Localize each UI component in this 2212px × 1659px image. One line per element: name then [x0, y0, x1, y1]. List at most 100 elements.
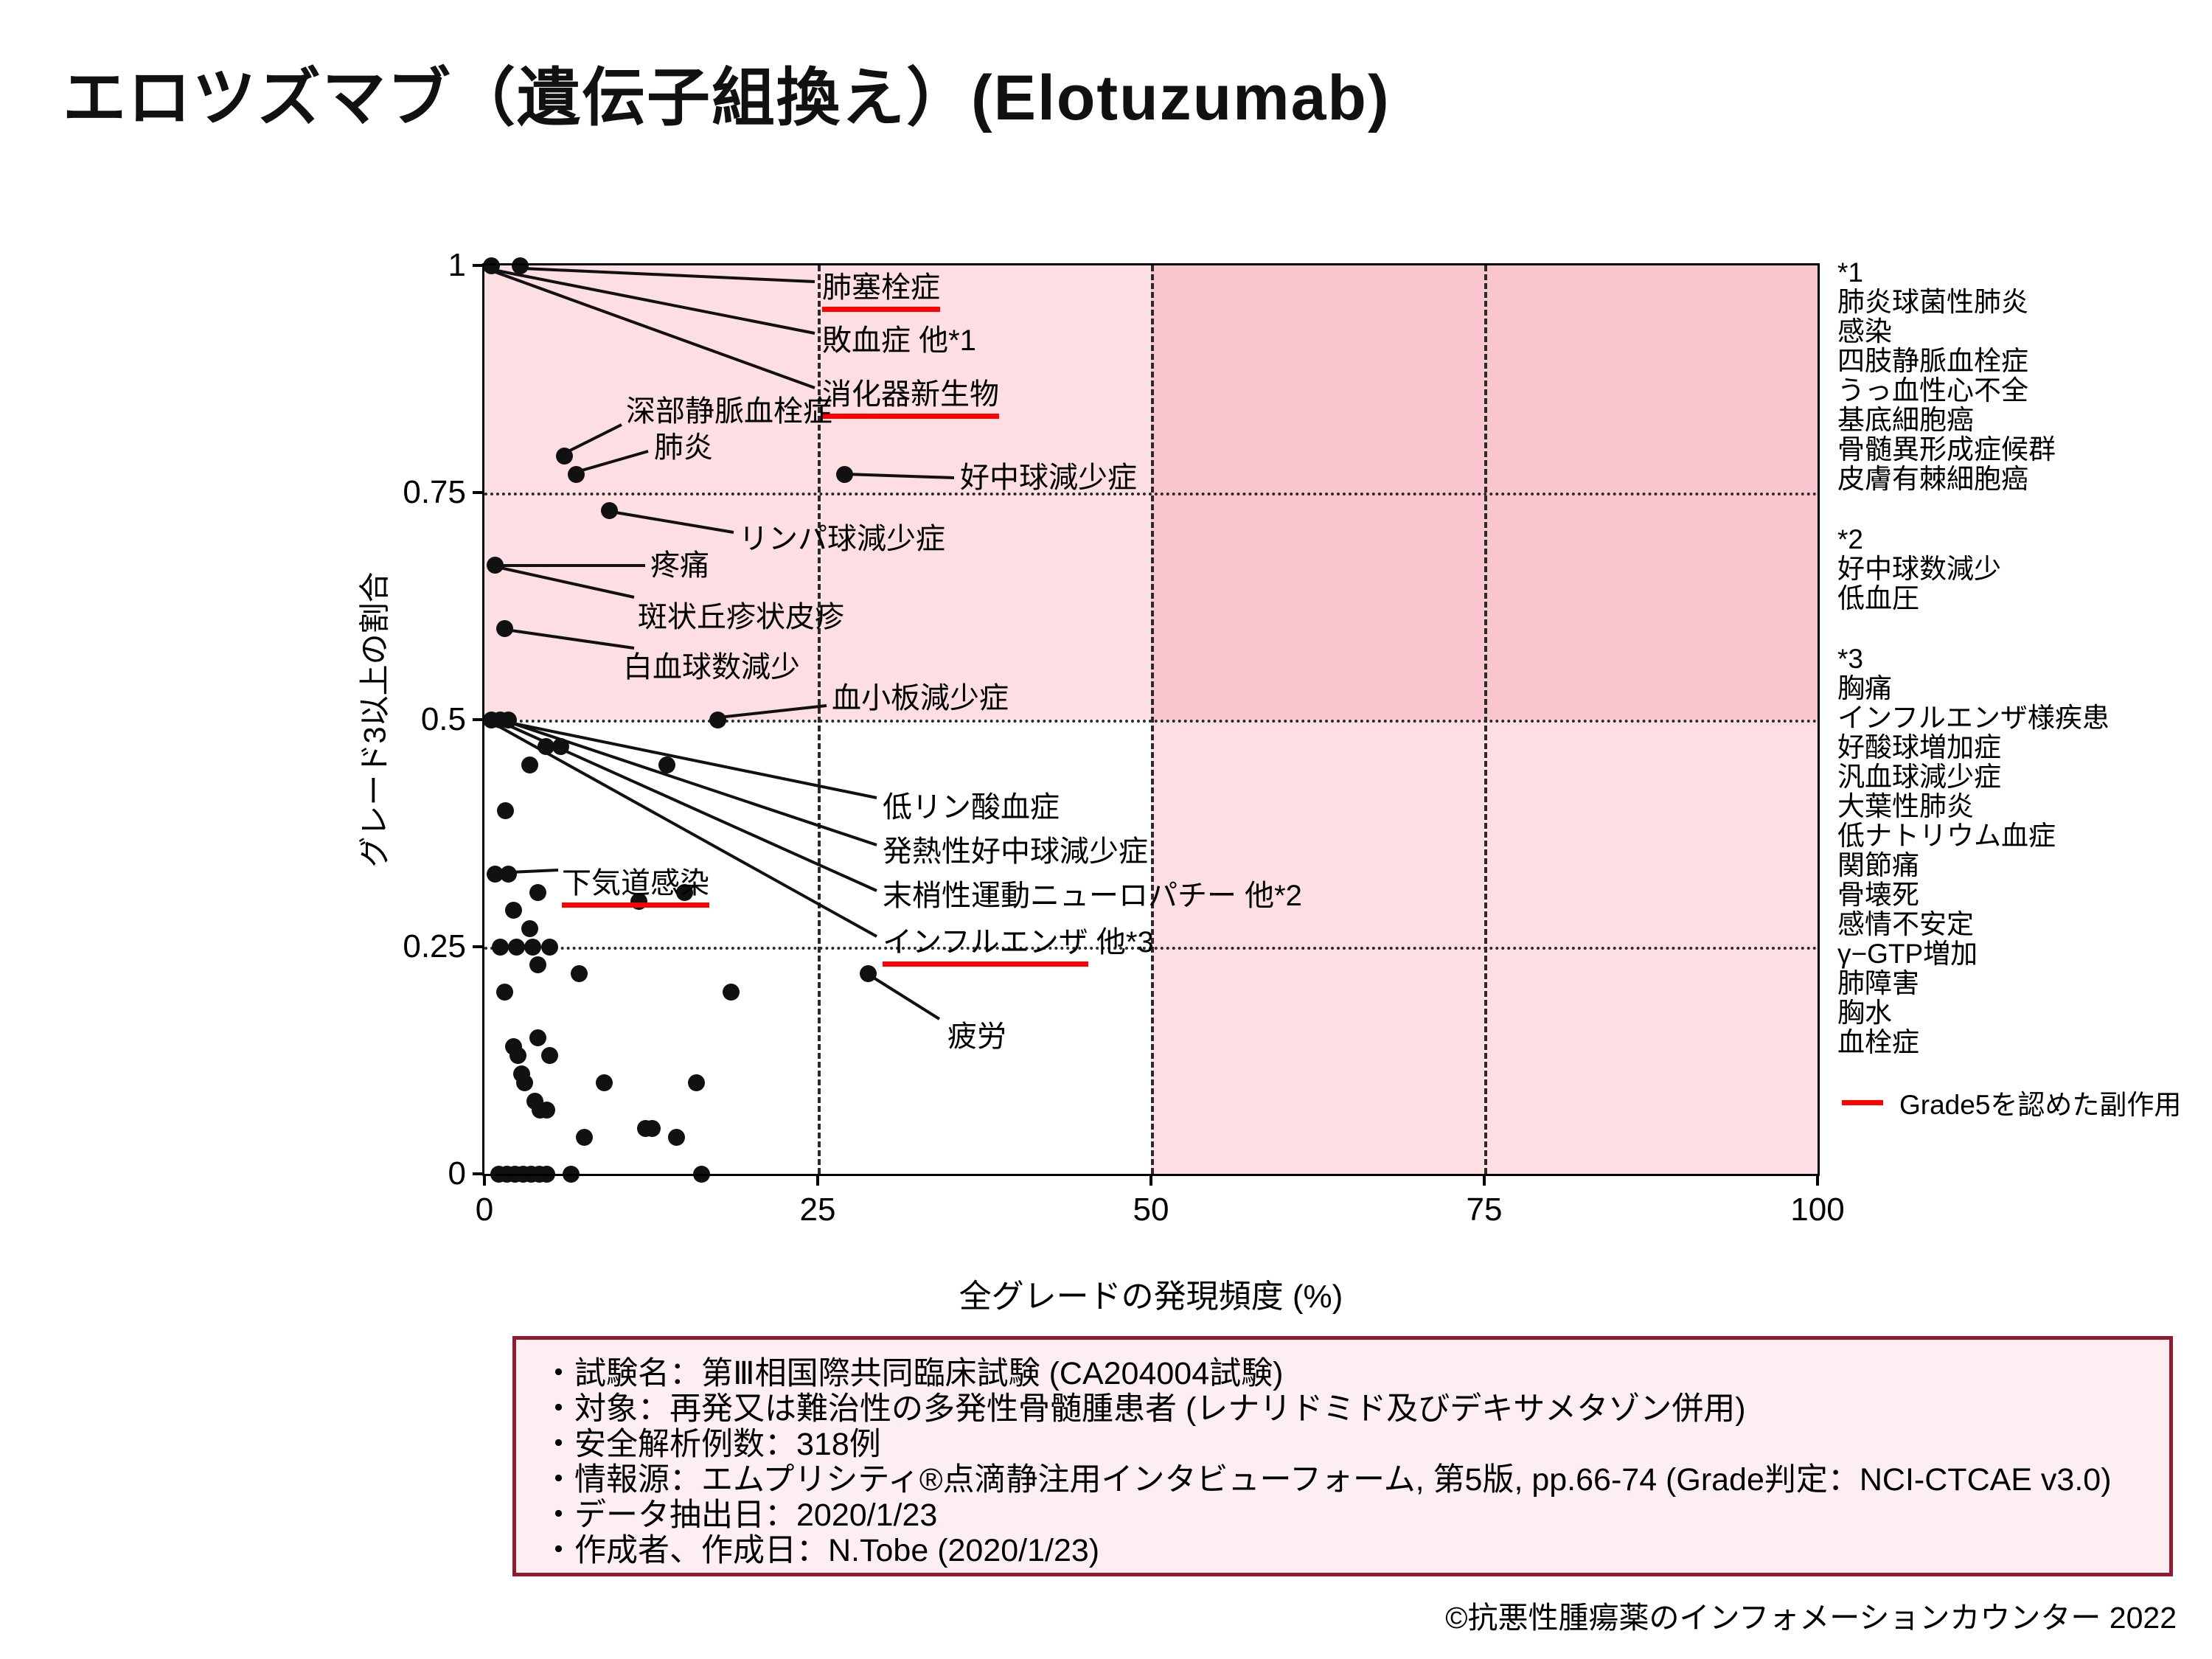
trial-info-line: ・対象：再発又は難治性の多発性骨髄腫患者 (レナリドミド及びデキサメタゾン併用): [543, 1391, 1746, 1427]
footnote-item: 血栓症: [1837, 1027, 1919, 1057]
data-point: [492, 938, 509, 956]
data-point: [537, 738, 554, 756]
data-point: [541, 1047, 559, 1065]
callout-line: [501, 720, 877, 799]
annotation-text: リンパ球減少症: [739, 523, 945, 555]
callout-line: [522, 267, 815, 283]
page-title: エロツズマブ（遺伝子組換え）(Elotuzumab): [63, 63, 1391, 133]
data-point: [675, 883, 693, 901]
data-point: [486, 557, 504, 574]
footnote-item: 骨壊死: [1837, 880, 1919, 910]
data-point: [658, 757, 676, 774]
annotation-text: 発熱性好中球減少症: [883, 835, 1148, 868]
footnote-item: 関節痛: [1837, 850, 1919, 880]
data-point: [687, 1074, 705, 1092]
x-axis-tick-label: 100: [1790, 1192, 1845, 1228]
footnote-item: 胸水: [1837, 998, 1892, 1028]
footnote-block: *3 胸痛 インフルエンザ様疾患 好酸球増加症 汎血球減少症 大葉性肺炎 低ナトリウム血症関…: [1837, 644, 2191, 1057]
trial-info-line: ・情報源：エムプリシティ®点滴静注用インタビューフォーム, 第5版, pp.66…: [543, 1462, 2112, 1498]
trial-info-line: ・作成者、作成日：N.Tobe (2020/1/23): [543, 1533, 1100, 1568]
callout-line: [576, 450, 649, 473]
footnote-item: 基底細胞癌: [1837, 405, 1974, 435]
callout-line: [869, 974, 941, 1020]
trial-info-line: ・データ抽出日：2020/1/23: [543, 1498, 938, 1533]
trial-info-line: ・安全解析例数：318例: [543, 1427, 881, 1462]
data-point: [601, 502, 619, 520]
footnote-block: *2 好中球数減少 低血圧: [1837, 525, 2191, 613]
data-point: [568, 465, 585, 483]
y-axis-title: グレード3以上の割合: [357, 571, 392, 868]
annotation-label: 好中球減少症: [960, 461, 1137, 495]
footnote-item: 好酸球増加症: [1837, 732, 2001, 762]
footnote-item: 骨髄異形成症候群: [1837, 434, 2056, 465]
legend-label: Grade5を認めた副作用: [1899, 1090, 2182, 1120]
annotation-text: 末梢性運動ニューロパチー: [883, 880, 1237, 912]
annotation-text: 低リン酸血症: [883, 791, 1060, 824]
callout-line: [493, 722, 877, 938]
annotation-label: 肺炎: [654, 431, 713, 465]
footnote-item: 四肢静脈血栓症: [1837, 346, 2028, 376]
data-point: [505, 902, 523, 919]
annotation-suffix: 他*2: [1237, 880, 1302, 912]
annotation-label: 消化器新生物: [822, 378, 999, 419]
y-axis-tick: [473, 718, 484, 721]
annotation-text: 肺塞栓症: [822, 271, 940, 312]
callout-line: [845, 473, 955, 479]
data-point: [541, 938, 559, 956]
gridline-vertical: [1151, 265, 1154, 1174]
gridline-vertical: [1484, 265, 1487, 1174]
footnote-item: 皮膚有棘細胞癌: [1837, 464, 2028, 494]
callout-lines: [493, 267, 955, 1020]
data-point: [596, 1074, 613, 1092]
footnote-item: 低ナトリウム血症: [1837, 821, 2056, 851]
footnote-item: 大葉性肺炎: [1837, 791, 1974, 821]
footnote-block: *1 肺炎球菌性肺炎 感染 四肢静脈血栓症 うっ血性心不全 基底細胞癌 骨髄異形成症候群 皮膚…: [1837, 258, 2191, 494]
data-point: [538, 1165, 556, 1183]
trial-info-box: ・試験名：第Ⅲ相国際共同臨床試験 (CA204004試験) ・対象：再発又は難治性…: [512, 1336, 2173, 1576]
x-axis-tick-label: 25: [799, 1192, 836, 1228]
annotation-label: 白血球数減少: [623, 650, 800, 684]
data-point: [497, 801, 515, 819]
data-point: [538, 1102, 556, 1119]
data-point: [529, 883, 546, 901]
data-point: [500, 711, 518, 728]
gridline-vertical: [818, 265, 821, 1174]
x-axis-tick: [816, 1174, 819, 1186]
y-axis-tick-label: 0.75: [403, 474, 466, 510]
trial-info-lines: ・試験名：第Ⅲ相国際共同臨床試験 (CA204004試験) ・対象：再発又は難治性…: [516, 1340, 2169, 1568]
footnote-header: *3: [1837, 644, 1863, 674]
annotation-label: インフルエンザ 他*3: [883, 925, 1154, 967]
y-axis-tick: [473, 491, 484, 494]
annotation-text: 好中球減少症: [960, 462, 1137, 494]
footnote-item: 胸痛: [1837, 673, 1892, 703]
x-axis-tick: [1150, 1174, 1152, 1186]
footnote-item: 汎血球減少症: [1837, 762, 2001, 792]
data-point: [667, 1129, 685, 1147]
footnote-item: 感染: [1837, 316, 1892, 347]
annotation-label: 下気道感染: [562, 866, 709, 908]
annotation-label: 低リン酸血症: [883, 790, 1060, 824]
grade5-line-swatch: [1842, 1099, 1883, 1105]
data-point: [576, 1129, 594, 1147]
callout-line: [718, 704, 827, 719]
y-axis-tick: [473, 264, 484, 267]
data-point: [521, 757, 538, 774]
annotation-text: 白血球数減少: [623, 651, 800, 684]
data-point: [529, 956, 546, 974]
annotation-text: 疼痛: [650, 549, 709, 582]
annotation-label: 深部静脈血栓症: [626, 394, 832, 428]
data-point: [644, 1119, 661, 1137]
annotation-label: 斑状丘疹状皮疹: [638, 600, 844, 634]
data-point: [722, 984, 740, 1001]
y-axis-tick: [473, 1172, 484, 1175]
x-axis-tick: [1816, 1174, 1819, 1186]
data-point: [509, 1047, 526, 1065]
annotation-label: 肺塞栓症: [822, 271, 940, 312]
copyright: ©抗悪性腫瘍薬のインフォメーションカウンター 2022: [1445, 1601, 2177, 1635]
data-point: [521, 919, 538, 937]
data-point: [529, 1029, 546, 1046]
annotation-label: 血小板減少症: [832, 681, 1009, 715]
callout-line: [493, 270, 815, 389]
x-axis-tick: [1483, 1174, 1486, 1186]
